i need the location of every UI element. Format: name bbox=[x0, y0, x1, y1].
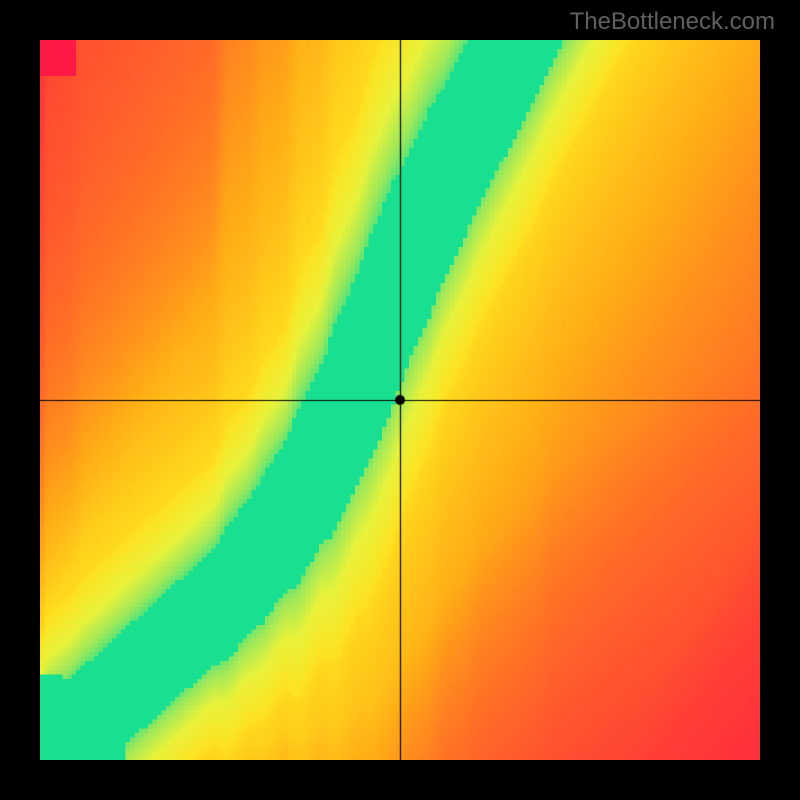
crosshair-overlay bbox=[40, 40, 760, 760]
watermark-text: TheBottleneck.com bbox=[570, 8, 775, 36]
chart-container: TheBottleneck.com bbox=[0, 0, 800, 800]
